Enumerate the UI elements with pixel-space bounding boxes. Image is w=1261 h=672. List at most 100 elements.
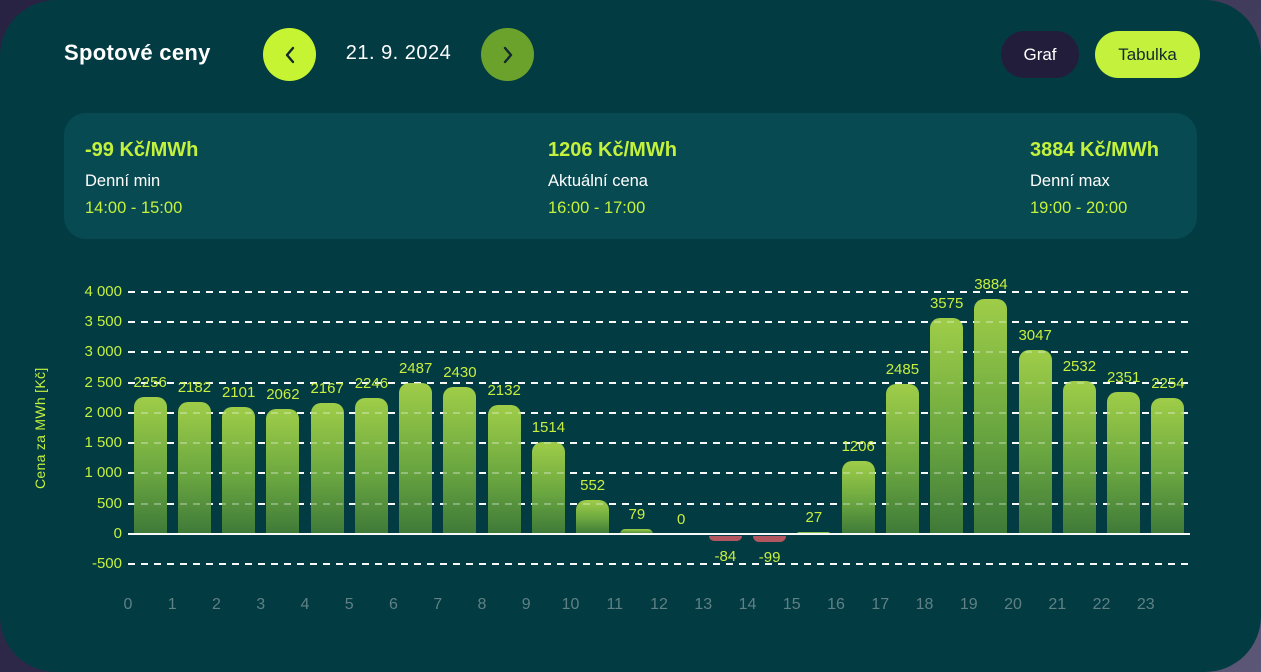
x-tick-label: 5 <box>344 596 354 613</box>
x-tick-label: 16 <box>827 596 845 613</box>
x-tick-label: 9 <box>521 596 531 613</box>
bar-hour-3 <box>266 409 300 534</box>
bar-value-label: 0 <box>676 510 686 528</box>
gridline <box>128 502 1190 505</box>
x-tick-label: 23 <box>1136 596 1155 613</box>
stat-daily-min-label: Denní min <box>85 172 161 190</box>
gridline <box>128 411 1190 414</box>
bar-value-label: 79 <box>628 506 646 523</box>
bar-hour-22 <box>1107 391 1141 534</box>
x-tick-label: 22 <box>1092 596 1111 613</box>
gridline <box>128 291 1190 293</box>
bar-hour-13 <box>708 535 742 541</box>
x-tick-label: 12 <box>650 596 668 613</box>
bar-hour-5 <box>354 398 388 534</box>
x-tick-label: 15 <box>782 596 801 613</box>
y-tick-label: 3 000 <box>84 343 122 361</box>
x-tick-label: 11 <box>606 596 624 613</box>
bar-value-label: 1206 <box>841 437 875 455</box>
bar-value-label: 27 <box>805 509 823 527</box>
daily-stats-card: -99 Kč/MWh Denní min 14:00 - 15:00 1206 … <box>64 113 1197 239</box>
x-tick-label: 14 <box>738 596 757 613</box>
bar-value-label: 2132 <box>487 381 521 399</box>
bar-value-label: 2532 <box>1062 357 1097 375</box>
x-tick-label: 13 <box>694 596 713 613</box>
gridline <box>128 321 1190 324</box>
view-toggle-tabulka-button[interactable]: Tabulka <box>1095 31 1200 78</box>
y-tick-label: 2 500 <box>84 373 122 391</box>
bar-value-label: 2487 <box>398 360 433 378</box>
bar-value-label: -99 <box>758 548 781 566</box>
x-tick-label: 2 <box>212 596 221 613</box>
bar-value-label: -84 <box>714 547 737 565</box>
hourly-price-bar-chart: 2256 0 2182 1 2101 2 2062 3 2167 4 2246 5 2487 6 2430 7… <box>124 276 1190 613</box>
next-day-button[interactable] <box>481 28 534 81</box>
bar-hour-8 <box>487 404 521 534</box>
gridline-overlay <box>128 351 1190 354</box>
y-tick-label: 4 000 <box>84 283 122 300</box>
gridline-overlay <box>128 502 1190 505</box>
y-tick-label: 1 000 <box>84 464 122 482</box>
stat-daily-max-time: 19:00 - 20:00 <box>1030 199 1128 217</box>
bar-value-label: 552 <box>580 477 606 495</box>
y-tick-label: 0 <box>113 524 122 542</box>
bar-hour-4 <box>310 402 344 534</box>
y-tick-label: 3 500 <box>84 313 122 331</box>
bar-hour-14 <box>753 535 787 542</box>
bar-value-label: 2351 <box>1106 368 1141 386</box>
bar-hour-21 <box>1062 380 1096 534</box>
gridline <box>128 381 1190 384</box>
x-tick-label: 7 <box>433 596 443 613</box>
bar-hour-23 <box>1151 397 1185 534</box>
bar-hour-11 <box>620 529 654 534</box>
chevron-left-icon <box>282 46 298 64</box>
y-tick-label: 2 000 <box>84 403 122 421</box>
y-axis-tick-labels: 4 000 3 500 3 000 2 500 2 000 1 500 1 000 500 0 -… <box>40 283 122 572</box>
stat-daily-max-value: 3884 Kč/MWh <box>1030 139 1159 161</box>
bar-hour-6 <box>399 383 433 534</box>
x-tick-label: 21 <box>1048 596 1067 613</box>
gridline <box>128 351 1190 354</box>
gridline <box>128 563 1190 565</box>
chevron-right-icon <box>500 46 516 64</box>
gridline-overlay <box>128 411 1190 414</box>
x-tick-label: 17 <box>871 596 890 613</box>
x-tick-label: 18 <box>915 596 934 613</box>
gridline <box>128 442 1190 445</box>
page-title: Spotové ceny <box>64 40 211 65</box>
bar-hour-16 <box>841 460 875 534</box>
bar-value-label: 2182 <box>177 378 212 396</box>
bar-value-label: 2101 <box>221 383 256 401</box>
current-date: 21. 9. 2024 <box>345 42 452 64</box>
bar-hour-20 <box>1018 349 1052 534</box>
bar-hour-17 <box>885 383 919 534</box>
gridline-overlay <box>128 291 1190 293</box>
x-tick-label: 19 <box>959 596 978 613</box>
stat-current-price: 1206 Kč/MWh Aktuální cena 16:00 - 17:00 <box>548 139 677 218</box>
bar-hour-9 <box>531 442 565 534</box>
x-tick-label: 6 <box>389 596 398 613</box>
bar-hour-7 <box>443 386 477 534</box>
bar-hour-2 <box>222 406 256 534</box>
bar-value-label: 2430 <box>443 363 477 381</box>
stat-current-price-value: 1206 Kč/MWh <box>548 139 677 161</box>
bar-value-label: 3884 <box>974 276 1008 294</box>
bar-hour-18 <box>930 317 964 534</box>
stat-current-price-label: Aktuální cena <box>548 172 648 190</box>
x-tick-label: 20 <box>1004 596 1022 613</box>
x-tick-label: 4 <box>300 596 310 613</box>
bar-hour-19 <box>974 299 1008 534</box>
bar-hour-1 <box>177 401 211 534</box>
x-tick-label: 3 <box>256 596 266 613</box>
stat-daily-min-time: 14:00 - 15:00 <box>85 199 183 217</box>
gridline-overlay <box>128 563 1190 565</box>
previous-day-button[interactable] <box>263 28 316 81</box>
bar-value-label: 2254 <box>1151 374 1185 392</box>
stat-daily-min-value: -99 Kč/MWh <box>85 139 199 161</box>
bar-value-label: 1514 <box>531 419 566 437</box>
zero-axis-line <box>128 532 1190 535</box>
y-tick-label: -500 <box>91 555 122 572</box>
bar-value-label: 2062 <box>266 386 300 404</box>
view-toggle-graf-button[interactable]: Graf <box>1001 31 1079 78</box>
